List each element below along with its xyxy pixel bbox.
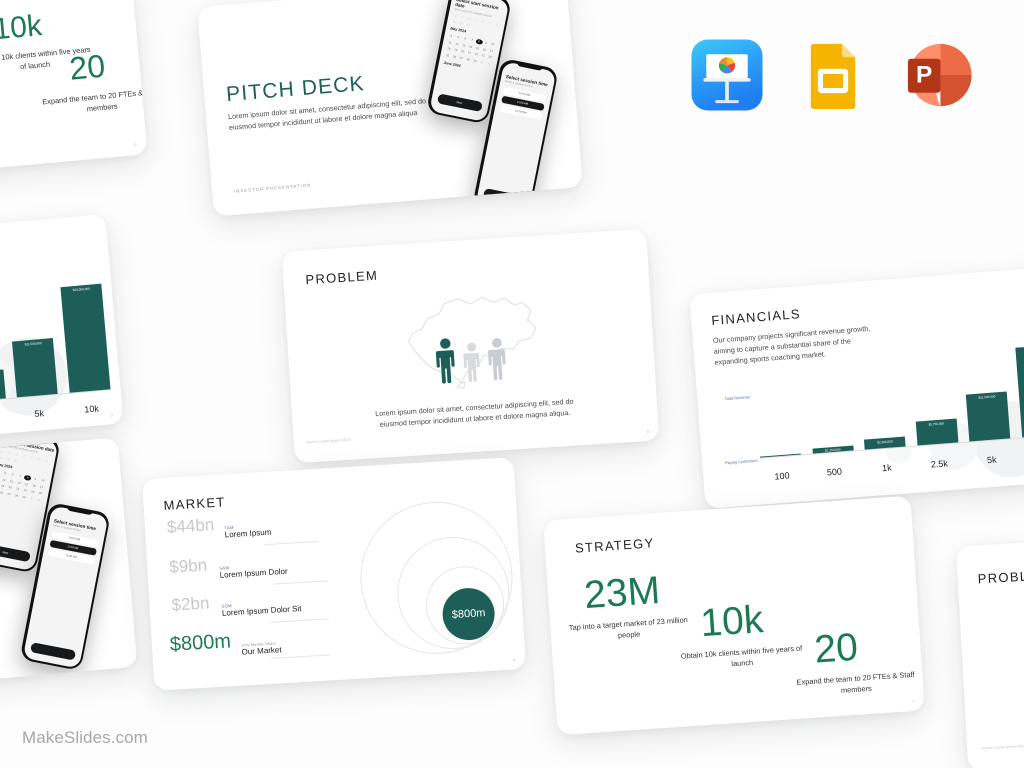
chart-x-axis-title: Paying Customers [724, 457, 758, 466]
market-amount-sam: $9bn [168, 555, 208, 577]
market-label-tam: Lorem Ipsum [224, 527, 272, 540]
slide-page-number: 9 [110, 412, 113, 418]
slide-problem-cropped[interactable]: PROBLEM Source: Lorem Ipsum (2024) [955, 529, 1024, 768]
slide-title-market: MARKET [163, 494, 226, 513]
stat-caption-20-main: Expand the team to 20 FTEs & Staff membe… [796, 669, 915, 695]
stat-caption-23m: Tap into a target market of 23 million p… [568, 615, 689, 640]
slide-strategy[interactable]: STRATEGY 23M Tap into a target market of… [543, 495, 925, 736]
phone-next-button-label: Next [456, 99, 463, 105]
slide-page-number: 6 [513, 657, 516, 663]
bar-value-label: $11,500,000 [24, 341, 42, 347]
stat-number-10k-main: 10k [699, 598, 765, 646]
bar-value-label: $11,500,000 [978, 394, 996, 400]
market-row-sam: $9bn SAM Lorem Ipsum Dolor [169, 551, 288, 583]
stat-caption-10k-main: Obtain 10k clients within five years of … [680, 643, 803, 669]
phone-confirm-button[interactable] [482, 187, 525, 206]
slide-app-mockups-cropped[interactable]: Select start session date Select your fi… [0, 437, 138, 693]
phone-next-button-label-2: Next [2, 549, 9, 555]
stat-number-23m: 23M [582, 569, 662, 618]
leader-line [270, 618, 329, 623]
market-row-tam: $44bn TAM Lorem Ipsum [166, 512, 271, 543]
x-tick-label: 5k [34, 408, 45, 419]
leader-line [264, 540, 319, 546]
slide-title-problem: PROBLEM [305, 267, 379, 288]
svg-text:P: P [916, 61, 932, 88]
bar-value-label: $23,000,000 [72, 286, 90, 293]
slide-source-problem: Source: Lorem Ipsum (2024) [305, 437, 352, 445]
leader-line [270, 654, 331, 659]
person-icon-muted [487, 338, 506, 381]
stat-number-10k: 10k [0, 9, 44, 47]
slide-financials[interactable]: FINANCIALS Our company projects signific… [689, 266, 1024, 509]
google-slides-icon[interactable] [796, 38, 870, 112]
bar-value-label: $5,750,000 [928, 421, 945, 427]
market-row-som: $2bn SOM Lorem Ipsum Dolor Sit [171, 588, 302, 621]
slide-title-strategy: STRATEGY [574, 535, 655, 556]
person-icon-muted [462, 342, 480, 382]
market-label-our-market: Our Market [241, 645, 282, 657]
x-tick-label: 2.5k [0, 411, 8, 425]
stat-number-20: 20 [67, 47, 107, 87]
slide-page-number: 3 [646, 428, 649, 435]
market-amount-our-market: $800m [169, 630, 232, 656]
market-row-our-market: $800m 10% Market Share Our Market [169, 627, 282, 661]
stat-number-20-main: 20 [813, 625, 860, 672]
phone-next-button-2[interactable]: Next [0, 542, 31, 562]
slide-title-problem-cropped: PROBLEM [977, 567, 1024, 587]
slide-problem[interactable]: PROBLEM Lorem ipsum dolor [281, 228, 660, 464]
slide-page-number: 7 [911, 698, 915, 705]
app-icons-row: P [690, 38, 976, 112]
keynote-icon[interactable] [690, 38, 764, 112]
x-tick-label: 1k [881, 462, 893, 474]
market-amount-som: $2bn [171, 593, 210, 615]
x-tick-label: 10k [83, 403, 100, 415]
chart-y-axis-title: Total Revenue [724, 394, 751, 402]
bar-value-label: $1,150,000 [824, 446, 841, 453]
slide-market[interactable]: MARKET $800m $44bn TAM Lorem Ipsum $9bn … [142, 457, 526, 691]
slide-financials-cropped[interactable]: Our company projects significant revenue… [0, 214, 124, 452]
bar-value-label: $23,000,000 [1015, 347, 1024, 354]
leader-line [272, 580, 329, 585]
watermark-makeslides: MakeSlides.com [22, 728, 148, 747]
slide-title-financials: FINANCIALS [710, 306, 802, 328]
map-outline-icon [407, 296, 537, 390]
bar-value-label: $5,750,000 [0, 371, 4, 379]
powerpoint-icon[interactable]: P [902, 38, 976, 112]
slide-pitch-deck[interactable]: PITCH DECK Lorem ipsum dolor sit amet, c… [197, 0, 583, 217]
phone-next-button[interactable]: Next [436, 92, 483, 112]
slide-page-number: 5 [134, 141, 137, 148]
slide-body-problem: Lorem ipsum dolor sit amet, consectetur … [374, 396, 574, 430]
bar-value-label: $2,300,000 [876, 438, 893, 445]
market-amount-tam: $44bn [166, 515, 215, 537]
slide-strategy-cropped[interactable]: 10k Obtain 10k clients within five years… [0, 0, 148, 182]
people-figures-group [433, 334, 509, 384]
stat-caption-20: Expand the team to 20 FTEs & Staff membe… [41, 86, 148, 114]
x-tick-label: 500 [826, 466, 843, 478]
slide-source-problem-cropped: Source: Lorem Ipsum (2024) [981, 743, 1024, 751]
person-icon-highlighted [435, 338, 455, 384]
slide-footer-investor-presentation: INVESTOR PRESENTATION [233, 182, 312, 194]
phone-confirm-button-2[interactable] [29, 641, 76, 660]
x-tick-label: 100 [774, 470, 790, 482]
